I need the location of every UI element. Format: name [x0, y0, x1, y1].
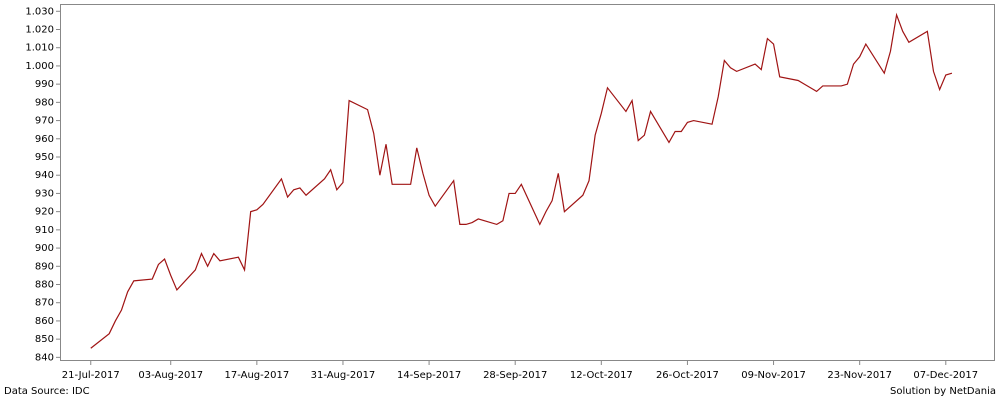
y-tick-label: 960	[35, 134, 54, 145]
x-tick-label: 26-Oct-2017	[656, 370, 719, 381]
y-tick-label: 920	[35, 207, 54, 218]
source-note: Data Source: IDC	[4, 386, 90, 397]
y-tick-label: 1.010	[25, 43, 54, 54]
y-tick-label: 910	[35, 225, 54, 236]
y-tick-label: 880	[35, 280, 54, 291]
y-tick-label: 850	[35, 334, 54, 345]
x-tick-label: 21-Jul-2017	[62, 370, 120, 381]
x-tick-label: 17-Aug-2017	[224, 370, 289, 381]
x-tick-label: 12-Oct-2017	[570, 370, 633, 381]
y-tick-label: 970	[35, 116, 54, 127]
y-tick-label: 940	[35, 170, 54, 181]
x-tick-label: 03-Aug-2017	[138, 370, 203, 381]
y-tick-label: 930	[35, 188, 54, 199]
y-tick-label: 890	[35, 261, 54, 272]
y-tick-label: 900	[35, 243, 54, 254]
x-tick-label: 23-Nov-2017	[827, 370, 892, 381]
x-tick-label: 07-Dec-2017	[913, 370, 978, 381]
y-tick-label: 1.020	[25, 25, 54, 36]
y-tick-label: 950	[35, 152, 54, 163]
credit-note: Solution by NetDania	[890, 386, 996, 397]
y-tick-label: 840	[35, 352, 54, 363]
y-tick-label: 1.000	[25, 61, 54, 72]
x-tick-label: 09-Nov-2017	[741, 370, 806, 381]
y-tick-label: 860	[35, 316, 54, 327]
y-tick-label: 980	[35, 97, 54, 108]
y-tick-label: 990	[35, 79, 54, 90]
price-line	[90, 12, 953, 349]
x-tick-label: 31-Aug-2017	[311, 370, 376, 381]
x-tick-label: 14-Sep-2017	[397, 370, 461, 381]
y-tick-label: 870	[35, 298, 54, 309]
x-tick-label: 28-Sep-2017	[483, 370, 547, 381]
y-tick-label: 1.030	[25, 6, 54, 17]
plot-frame	[60, 4, 995, 361]
